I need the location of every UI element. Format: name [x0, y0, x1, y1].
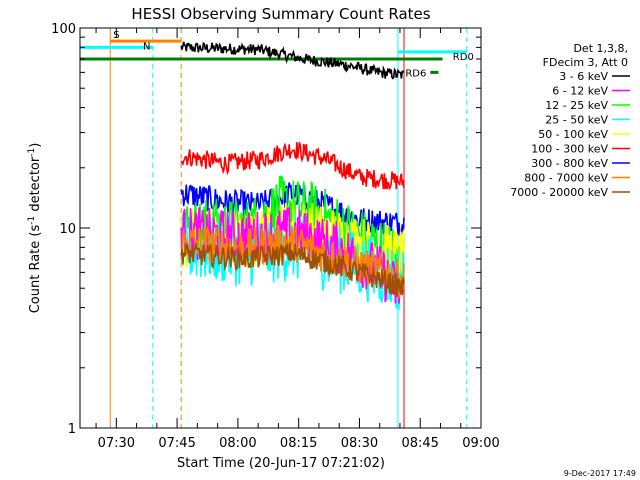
x-tick-label: 09:00 [462, 436, 499, 451]
footer-date: 9-Dec-2017 17:49 [564, 469, 636, 478]
series-line [180, 224, 405, 299]
y-tick-label: 1 [68, 422, 76, 437]
night-label: N [143, 41, 150, 52]
x-tick-label: 08:45 [401, 436, 438, 451]
series-line [180, 242, 405, 297]
x-axis: 07:30 07:45 08:00 08:15 08:30 08:45 09:00 [95, 28, 500, 451]
legend-entry-label: 800 - 7000 keV [524, 172, 608, 185]
legend-entry-label: 7000 - 20000 keV [510, 186, 608, 199]
legend: Det 1,3,8,FDecim 3, Att 03 - 6 keV 6 - 12… [510, 42, 630, 199]
x-axis-label: Start Time (20-Jun-17 07:21:02) [177, 456, 385, 471]
legend-entry-label: 50 - 100 keV [538, 128, 608, 141]
rd0-label: RD0 [453, 52, 474, 63]
legend-entry-label: 3 - 6 keV [559, 70, 608, 83]
y-tick-label: 100 [51, 22, 76, 37]
y-axis: 1 10 100 [51, 22, 481, 437]
legend-entry-label: 25 - 50 keV [545, 114, 608, 127]
legend-entry-label: 300 - 800 keV [531, 157, 608, 170]
x-tick-label: 08:15 [280, 436, 317, 451]
legend-header: Det 1,3,8, [573, 42, 628, 55]
x-tick-label: 07:45 [158, 436, 195, 451]
legend-entry-label: 100 - 300 keV [531, 143, 608, 156]
x-tick-label: 08:30 [341, 436, 378, 451]
x-tick-label: 07:30 [98, 436, 135, 451]
legend-header: FDecim 3, Att 0 [543, 56, 628, 69]
legend-entry-label: 6 - 12 keV [552, 85, 608, 98]
y-axis-label: Count Rate (s-1 detector-1) [27, 143, 43, 314]
legend-entry-label: 12 - 25 keV [545, 99, 608, 112]
y-tick-label: 10 [59, 222, 76, 237]
series-line [180, 142, 405, 191]
series-line [180, 41, 405, 80]
rd6-label: RD6 [405, 68, 426, 79]
chart-title: HESSI Observing Summary Count Rates [131, 5, 430, 23]
x-tick-label: 08:00 [219, 436, 256, 451]
plot-area: SNRD0RD6 [79, 28, 474, 428]
